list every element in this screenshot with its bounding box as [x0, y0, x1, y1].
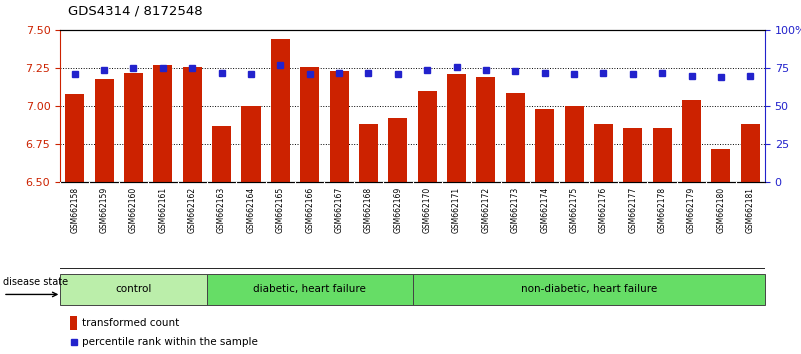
Bar: [711, 149, 731, 354]
Bar: [271, 39, 290, 354]
Bar: [388, 118, 408, 354]
Bar: [535, 109, 554, 354]
Text: GSM662172: GSM662172: [481, 187, 490, 233]
Text: GSM662160: GSM662160: [129, 187, 138, 233]
Text: GSM662175: GSM662175: [570, 187, 578, 233]
Text: GSM662168: GSM662168: [364, 187, 373, 233]
Text: GSM662170: GSM662170: [423, 187, 432, 233]
Text: disease state: disease state: [3, 277, 68, 287]
Bar: [623, 127, 642, 354]
Text: GSM662161: GSM662161: [159, 187, 167, 233]
Bar: [95, 79, 114, 354]
Bar: [594, 125, 613, 354]
Bar: [741, 125, 760, 354]
Text: GSM662159: GSM662159: [99, 187, 109, 233]
Text: percentile rank within the sample: percentile rank within the sample: [82, 337, 258, 347]
Text: non-diabetic, heart failure: non-diabetic, heart failure: [521, 284, 657, 295]
Bar: [212, 126, 231, 354]
Bar: [70, 316, 77, 330]
Text: GSM662173: GSM662173: [511, 187, 520, 233]
Bar: [682, 100, 701, 354]
Bar: [417, 91, 437, 354]
Text: transformed count: transformed count: [82, 318, 179, 328]
Text: GSM662162: GSM662162: [187, 187, 197, 233]
Text: GSM662177: GSM662177: [628, 187, 638, 233]
Text: GDS4314 / 8172548: GDS4314 / 8172548: [68, 5, 203, 18]
Text: GSM662158: GSM662158: [70, 187, 79, 233]
Bar: [241, 106, 260, 354]
Bar: [60, 274, 207, 305]
Text: GSM662165: GSM662165: [276, 187, 285, 233]
Text: diabetic, heart failure: diabetic, heart failure: [253, 284, 366, 295]
Text: GSM662163: GSM662163: [217, 187, 226, 233]
Text: GSM662166: GSM662166: [305, 187, 314, 233]
Bar: [565, 106, 584, 354]
Text: GSM662176: GSM662176: [599, 187, 608, 233]
Text: GSM662169: GSM662169: [393, 187, 402, 233]
Bar: [447, 74, 466, 354]
Text: GSM662179: GSM662179: [687, 187, 696, 233]
Bar: [505, 92, 525, 354]
Text: GSM662181: GSM662181: [746, 187, 755, 233]
Bar: [207, 274, 413, 305]
Text: GSM662174: GSM662174: [540, 187, 549, 233]
Bar: [477, 77, 496, 354]
Bar: [413, 274, 765, 305]
Text: GSM662164: GSM662164: [247, 187, 256, 233]
Bar: [124, 73, 143, 354]
Text: GSM662180: GSM662180: [716, 187, 726, 233]
Text: control: control: [115, 284, 151, 295]
Bar: [183, 67, 202, 354]
Bar: [153, 65, 172, 354]
Bar: [329, 71, 348, 354]
Bar: [653, 127, 672, 354]
Bar: [65, 94, 84, 354]
Text: GSM662171: GSM662171: [452, 187, 461, 233]
Bar: [300, 67, 320, 354]
Text: GSM662178: GSM662178: [658, 187, 666, 233]
Text: GSM662167: GSM662167: [335, 187, 344, 233]
Bar: [359, 125, 378, 354]
